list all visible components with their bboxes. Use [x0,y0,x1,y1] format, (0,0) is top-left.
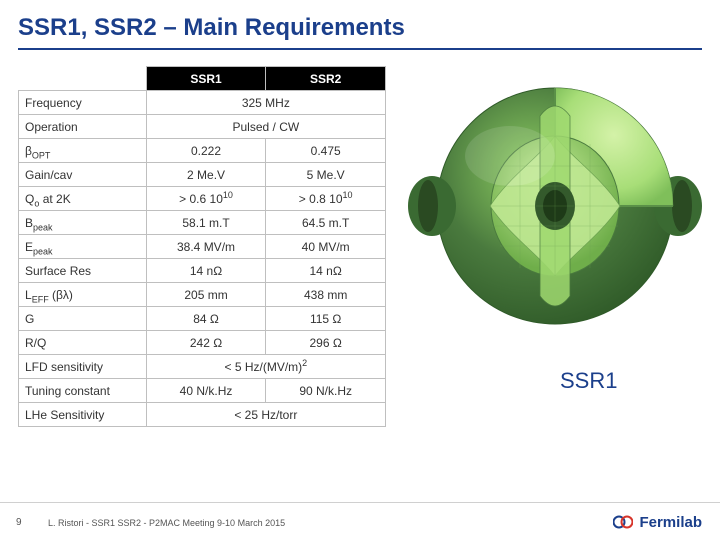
table-header-row: SSR1 SSR2 [19,67,386,91]
header-col-ssr2: SSR2 [266,67,386,91]
table-row: Bpeak58.1 m.T64.5 m.T [19,211,386,235]
table-row: βOPT0.2220.475 [19,139,386,163]
row-label: LHe Sensitivity [19,403,147,427]
cell-ssr2: 115 Ω [266,307,386,331]
table-row: Epeak38.4 MV/m40 MV/m [19,235,386,259]
row-label: Tuning constant [19,379,147,403]
table-row: Qo at 2K> 0.6 1010> 0.8 1010 [19,187,386,211]
table-row: R/Q242 Ω296 Ω [19,331,386,355]
cell-ssr1: > 0.6 1010 [146,187,266,211]
table-row: Gain/cav2 Me.V5 Me.V [19,163,386,187]
cell-ssr2: 40 MV/m [266,235,386,259]
table-row: LEFF (βλ)205 mm438 mm [19,283,386,307]
cell-ssr1: 242 Ω [146,331,266,355]
footer-text: L. Ristori - SSR1 SSR2 - P2MAC Meeting 9… [48,518,285,528]
cell-ssr1: 38.4 MV/m [146,235,266,259]
table-row: LFD sensitivity< 5 Hz/(MV/m)2 [19,355,386,379]
table-row: OperationPulsed / CW [19,115,386,139]
row-label: Bpeak [19,211,147,235]
cavity-illustration [400,66,710,346]
cell-ssr2: 90 N/k.Hz [266,379,386,403]
cavity-label: SSR1 [560,368,617,394]
header-col-ssr1: SSR1 [146,67,266,91]
merged-cell: Pulsed / CW [146,115,385,139]
cell-ssr2: 438 mm [266,283,386,307]
cell-ssr2: 14 nΩ [266,259,386,283]
title-underline [18,48,702,50]
row-label: Surface Res [19,259,147,283]
slide: SSR1, SSR2 – Main Requirements SSR1 SSR2… [0,0,720,540]
footer: 9 L. Ristori - SSR1 SSR2 - P2MAC Meeting… [0,502,720,540]
cell-ssr1: 205 mm [146,283,266,307]
row-label: G [19,307,147,331]
requirements-table: SSR1 SSR2 Frequency325 MHzOperationPulse… [18,66,386,427]
table-row: Surface Res14 nΩ14 nΩ [19,259,386,283]
merged-cell: 325 MHz [146,91,385,115]
cell-ssr2: 64.5 m.T [266,211,386,235]
merged-cell: < 5 Hz/(MV/m)2 [146,355,385,379]
row-label: Gain/cav [19,163,147,187]
row-label: LEFF (βλ) [19,283,147,307]
table-row: G84 Ω115 Ω [19,307,386,331]
fermilab-logo-text: Fermilab [639,514,702,531]
row-label: βOPT [19,139,147,163]
row-label: Frequency [19,91,147,115]
cell-ssr1: 2 Me.V [146,163,266,187]
table-body: Frequency325 MHzOperationPulsed / CWβOPT… [19,91,386,427]
cell-ssr1: 58.1 m.T [146,211,266,235]
row-label: Epeak [19,235,147,259]
slide-title: SSR1, SSR2 – Main Requirements [18,14,405,42]
row-label: Operation [19,115,147,139]
cell-ssr2: 0.475 [266,139,386,163]
cell-ssr1: 40 N/k.Hz [146,379,266,403]
table-row: Tuning constant40 N/k.Hz90 N/k.Hz [19,379,386,403]
row-label: Qo at 2K [19,187,147,211]
table-row: LHe Sensitivity< 25 Hz/torr [19,403,386,427]
row-label: R/Q [19,331,147,355]
merged-cell: < 25 Hz/torr [146,403,385,427]
cavity-svg [400,66,710,346]
table-row: Frequency325 MHz [19,91,386,115]
cell-ssr2: > 0.8 1010 [266,187,386,211]
page-number: 9 [16,517,22,528]
cell-ssr2: 296 Ω [266,331,386,355]
cell-ssr1: 84 Ω [146,307,266,331]
fermilab-logo-icon [613,512,633,532]
cell-ssr1: 14 nΩ [146,259,266,283]
row-label: LFD sensitivity [19,355,147,379]
cell-ssr2: 5 Me.V [266,163,386,187]
header-blank [19,67,147,91]
cell-ssr1: 0.222 [146,139,266,163]
fermilab-logo: Fermilab [613,512,702,532]
